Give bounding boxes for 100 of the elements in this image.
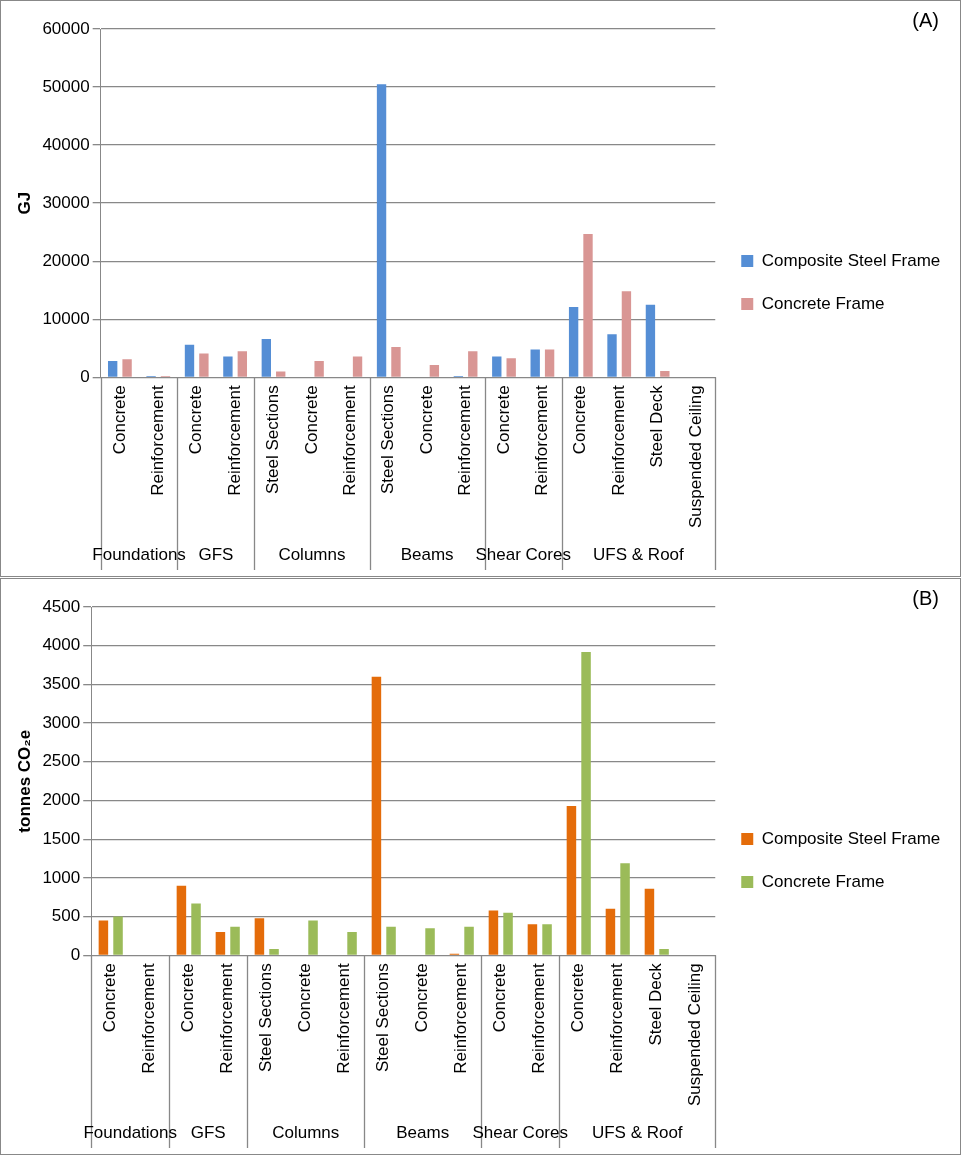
x-tick-label: Concrete	[100, 963, 120, 1033]
bar	[621, 291, 632, 377]
bar	[122, 359, 132, 377]
text: (A)	[912, 8, 939, 31]
x-tick-label: Reinforcement	[529, 963, 549, 1074]
bar	[215, 932, 226, 955]
bar	[659, 949, 669, 955]
bar	[607, 334, 617, 377]
bar	[566, 805, 577, 955]
y-tick-label: 3000	[42, 712, 81, 732]
x-tick-label: Reinforcement	[217, 963, 237, 1074]
bar	[583, 233, 593, 377]
bar	[488, 910, 499, 955]
bar	[314, 361, 324, 377]
x-tick-label: Reinforcement	[340, 385, 360, 496]
y-tick-label: 4000	[42, 635, 81, 655]
bar	[620, 863, 630, 955]
bar	[371, 676, 382, 955]
bar	[605, 908, 616, 955]
bar	[184, 344, 195, 377]
bar	[544, 349, 555, 377]
x-tick-label: Steel Deck	[646, 962, 666, 1046]
x-tick-label: Suspended Ceiling	[685, 385, 705, 528]
x-tick-label: Steel Sections	[373, 963, 393, 1072]
x-tick-label: Reinforcement	[139, 963, 159, 1074]
bar	[542, 924, 552, 955]
legend-label: Concrete Frame	[761, 293, 885, 313]
x-tick-label: Concrete	[412, 963, 432, 1033]
text: Foundations	[92, 545, 186, 565]
y-tick-label: 3500	[42, 674, 81, 694]
text: Shear Cores	[472, 1123, 568, 1143]
y-tick-label: 0	[80, 366, 90, 386]
bar	[425, 928, 435, 955]
legend-label: Composite Steel Frame	[761, 828, 941, 848]
x-tick-label: Concrete	[301, 385, 321, 455]
y-tick-label: 1500	[42, 828, 81, 848]
x-tick-label: Reinforcement	[224, 385, 244, 496]
y-tick-label: 500	[51, 906, 81, 926]
text: UFS & Roof	[593, 545, 685, 565]
bar	[254, 918, 265, 955]
bar	[276, 371, 286, 377]
bar	[191, 903, 201, 955]
x-tick-label: Reinforcement	[451, 963, 471, 1074]
y-tick-label: 0	[70, 944, 81, 964]
y-tick-label: 2500	[42, 751, 81, 771]
x-tick-label: Concrete	[178, 963, 198, 1033]
bar	[660, 370, 670, 377]
x-tick-label: Concrete	[109, 385, 129, 455]
bar	[230, 926, 240, 955]
x-tick-label: Suspended Ceiling	[685, 963, 705, 1106]
y-tick-label: 20000	[42, 250, 90, 270]
bar	[645, 304, 656, 377]
x-tick-label: Concrete	[570, 385, 590, 455]
x-tick-label: Reinforcement	[334, 963, 354, 1074]
bar	[98, 920, 109, 955]
legend-label: Concrete Frame	[761, 871, 885, 891]
x-tick-label: Steel Sections	[378, 385, 398, 494]
bar	[269, 949, 279, 955]
bar	[468, 351, 478, 377]
bar	[581, 651, 591, 955]
x-tick-label: Reinforcement	[147, 385, 167, 496]
bar	[199, 353, 209, 377]
bar	[530, 349, 540, 377]
x-tick-label: Steel Deck	[647, 384, 667, 468]
y-axis-title: GJ	[14, 191, 34, 215]
bar	[391, 347, 401, 377]
bar	[223, 356, 233, 377]
text: Foundations	[83, 1123, 178, 1143]
bar	[237, 351, 247, 377]
text: Columns	[272, 1123, 340, 1143]
x-tick-label: Reinforcement	[607, 963, 627, 1074]
y-tick-label: 2000	[42, 790, 81, 810]
text: Beams	[400, 545, 454, 565]
y-tick-label: 40000	[42, 134, 90, 154]
bar	[113, 916, 123, 955]
bar	[464, 926, 474, 955]
text: (B)	[912, 586, 939, 609]
text: GFS	[190, 1123, 226, 1143]
bar	[503, 912, 513, 955]
y-tick-label: 4500	[42, 596, 81, 616]
x-tick-label: Reinforcement	[455, 385, 475, 496]
bar	[308, 920, 318, 955]
legend-label: Composite Steel Frame	[761, 250, 941, 270]
x-tick-label: Reinforcement	[608, 385, 628, 496]
x-tick-label: Steel Sections	[263, 385, 283, 494]
y-tick-label: 1000	[42, 867, 81, 887]
y-axis-title: tonnes CO₂e	[14, 729, 34, 833]
bar	[568, 307, 579, 377]
bar	[352, 356, 363, 377]
y-tick-label: 30000	[42, 192, 90, 212]
x-tick-label: Concrete	[416, 385, 436, 455]
text: Shear Cores	[475, 545, 571, 565]
bar	[176, 885, 187, 955]
x-tick-label: Steel Sections	[256, 963, 276, 1072]
bar	[429, 365, 440, 377]
bar	[261, 338, 271, 377]
text: Columns	[278, 545, 346, 565]
bar	[506, 358, 516, 377]
x-tick-label: Concrete	[490, 963, 510, 1033]
y-tick-label: 50000	[42, 76, 90, 96]
